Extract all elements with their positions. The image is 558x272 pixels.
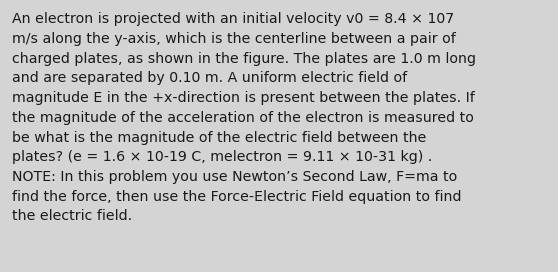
Text: An electron is projected with an initial velocity v0 = 8.4 × 107
m/s along the y: An electron is projected with an initial… bbox=[12, 12, 477, 223]
